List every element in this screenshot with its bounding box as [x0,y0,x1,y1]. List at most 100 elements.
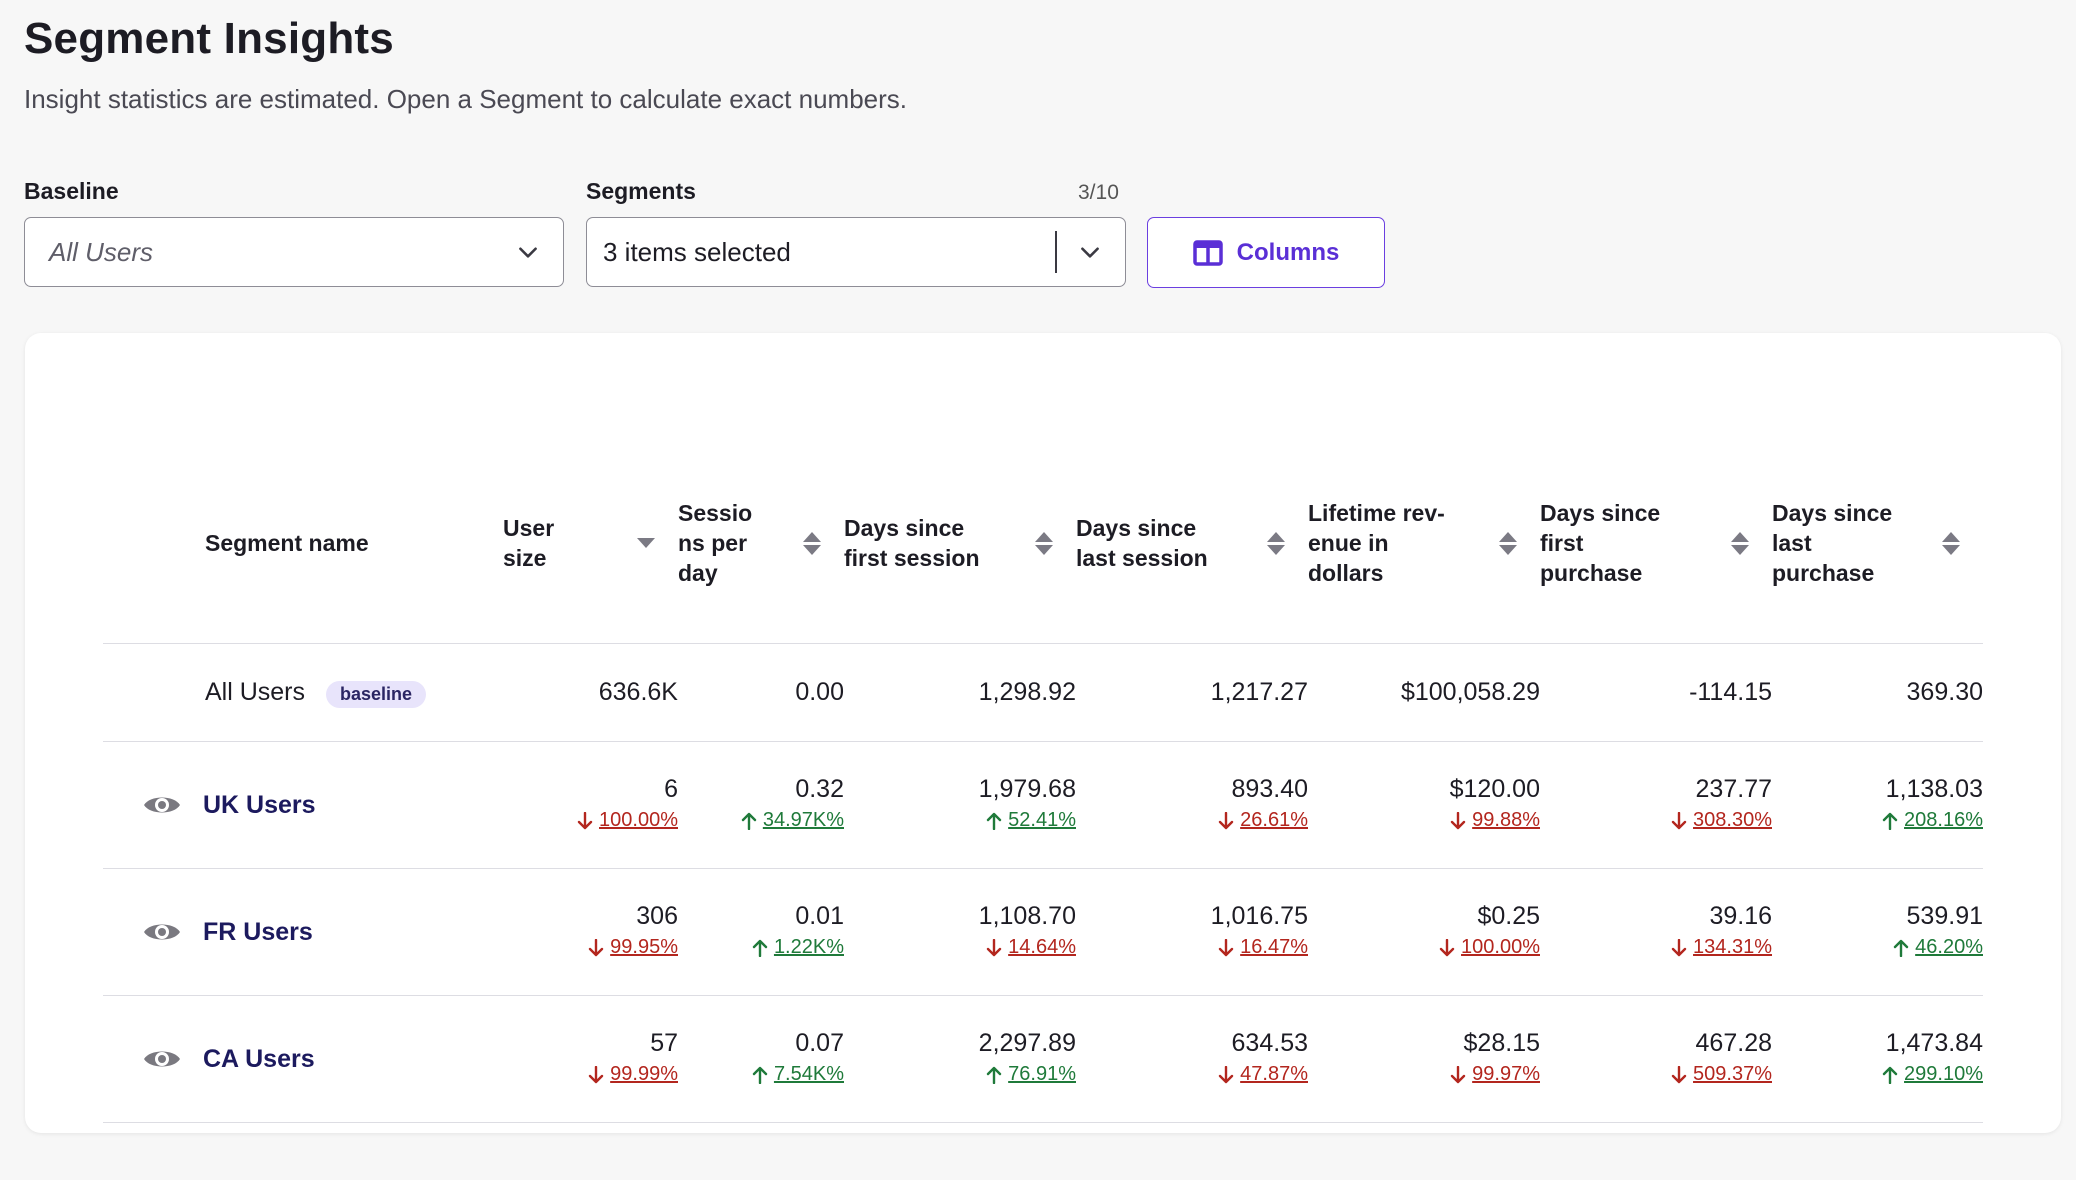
table-cell: 0.07 7.54K% [678,995,844,1123]
delta-value: 134.31% [1693,936,1772,959]
delta-link[interactable]: 26.61% [1218,809,1308,832]
arrow-down-icon [986,938,1002,957]
eye-icon[interactable] [143,1047,181,1071]
baseline-segment-name: All Users [205,677,306,706]
delta-link[interactable]: 99.95% [588,936,678,959]
table-row: CA Users 57 99.99% 0.07 7.54K% 2,297.89 76.91%… [103,995,1983,1123]
table-row: UK Users 6 100.00% 0.32 34.97K% 1,979.68 52.41… [103,741,1983,869]
arrow-up-icon [1882,812,1898,830]
col-header-lifetime-revenue[interactable]: Lifetime rev-enue in dollars [1308,443,1540,644]
delta-link[interactable]: 99.97% [1450,1063,1540,1086]
delta-link[interactable]: 1.22K% [752,936,844,959]
sort-desc-icon[interactable] [636,538,656,548]
delta-link[interactable]: 308.30% [1671,809,1772,832]
delta-link[interactable]: 14.64% [986,936,1076,959]
metric-value: 1,108.70 [978,902,1076,931]
table-cell: 467.28 509.37% [1540,995,1772,1123]
sort-icon[interactable] [1498,531,1518,555]
table-cell: 306 99.95% [503,868,678,996]
segment-name-link[interactable]: UK Users [203,790,316,819]
delta-link[interactable]: 134.31% [1671,936,1772,959]
sort-icon[interactable] [1266,531,1286,555]
table-cell: 0.32 34.97K% [678,741,844,869]
arrow-up-icon [1893,939,1909,957]
delta-value: 52.41% [1008,809,1076,832]
delta-value: 46.20% [1915,936,1983,959]
eye-icon[interactable] [143,793,181,817]
col-header-sessions-per-day[interactable]: Sessio ns per day [678,443,844,644]
sort-icon[interactable] [1941,531,1961,555]
delta-link[interactable]: 99.99% [588,1063,678,1086]
delta-link[interactable]: 76.91% [986,1063,1076,1086]
delta-link[interactable]: 7.54K% [752,1063,844,1086]
table-cell: 369.30 [1772,643,1983,742]
delta-link[interactable]: 299.10% [1882,1063,1983,1086]
delta-link[interactable]: 16.47% [1218,936,1308,959]
segments-select[interactable]: 3 items selected [586,217,1126,287]
metric-value: 1,138.03 [1885,775,1983,804]
table-cell: 57 99.99% [503,995,678,1123]
delta-link[interactable]: 52.41% [986,809,1076,832]
delta-value: 26.61% [1240,809,1308,832]
col-header-user-size[interactable]: User size [503,443,678,644]
segment-name-link[interactable]: FR Users [203,917,313,946]
segments-select-value: 3 items selected [603,236,791,267]
delta-link[interactable]: 99.88% [1450,809,1540,832]
arrow-up-icon [986,1066,1002,1084]
arrow-down-icon [1218,938,1234,957]
delta-link[interactable]: 100.00% [577,809,678,832]
delta-link[interactable]: 509.37% [1671,1063,1772,1086]
col-header-days-since-last-purchase[interactable]: Days since last purchase [1772,443,1983,644]
sort-icon[interactable] [1034,531,1054,555]
baseline-label: Baseline [24,178,119,204]
delta-value: 34.97K% [762,809,844,832]
table-cell: 0.01 1.22K% [678,868,844,996]
eye-icon[interactable] [143,920,181,944]
delta-value: 100.00% [1461,936,1540,959]
sort-icon[interactable] [802,531,822,555]
columns-icon [1192,239,1223,266]
baseline-select[interactable]: All Users [24,217,564,287]
insights-card: Segment name User size Sessio ns per day… [25,333,2061,1133]
table-cell: 1,473.84 299.10% [1772,995,1983,1123]
delta-link[interactable]: 46.20% [1893,936,1983,959]
segment-name-cell: FR Users [103,868,503,996]
delta-value: 100.00% [599,809,678,832]
arrow-down-icon [588,1065,604,1084]
columns-button[interactable]: Columns [1147,217,1385,288]
metric-value: $0.25 [1477,902,1540,931]
delta-value: 14.64% [1008,936,1076,959]
table-cell: 1,217.27 [1076,643,1308,742]
metric-value: 0.07 [795,1029,844,1058]
arrow-down-icon [1671,938,1687,957]
segment-name-cell: UK Users [103,741,503,869]
segment-name-link[interactable]: CA Users [203,1044,315,1073]
metric-value: $28.15 [1463,1029,1540,1058]
table-cell: $0.25 100.00% [1308,868,1540,996]
table-cell: 2,297.89 76.91% [844,995,1076,1123]
delta-value: 208.16% [1904,809,1983,832]
delta-link[interactable]: 208.16% [1882,809,1983,832]
chevron-down-icon[interactable] [1077,239,1103,265]
col-header-days-since-first-purchase[interactable]: Days since first purchase [1540,443,1772,644]
sort-icon[interactable] [1730,531,1750,555]
metric-value: 467.28 [1695,1029,1772,1058]
table-cell: $28.15 99.97% [1308,995,1540,1123]
arrow-down-icon [577,811,593,830]
metric-value: 39.16 [1709,902,1772,931]
delta-link[interactable]: 34.97K% [741,809,844,832]
delta-value: 99.99% [610,1063,678,1086]
metric-value: 237.77 [1695,775,1772,804]
select-divider [1055,231,1057,273]
col-header-days-since-first-session[interactable]: Days since first session [844,443,1076,644]
baseline-select-value: All Users [49,236,154,267]
arrow-up-icon [986,812,1002,830]
col-header-days-since-last-session[interactable]: Days since last session [1076,443,1308,644]
table-cell: 1,016.75 16.47% [1076,868,1308,996]
arrow-up-icon [752,1066,768,1084]
baseline-badge: baseline [325,680,427,708]
table-cell: 237.77 308.30% [1540,741,1772,869]
delta-link[interactable]: 100.00% [1439,936,1540,959]
metric-value: $120.00 [1449,775,1540,804]
delta-link[interactable]: 47.87% [1218,1063,1308,1086]
